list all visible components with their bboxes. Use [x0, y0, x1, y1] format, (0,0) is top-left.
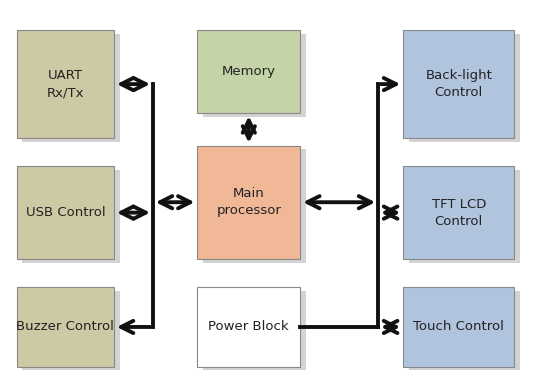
- Text: USB Control: USB Control: [26, 206, 105, 219]
- Bar: [17, 30, 114, 138]
- Bar: [203, 149, 306, 263]
- Bar: [403, 30, 514, 138]
- Bar: [22, 291, 120, 370]
- Text: Back-light
Control: Back-light Control: [425, 69, 492, 99]
- Bar: [22, 170, 120, 263]
- Bar: [197, 287, 300, 367]
- Bar: [203, 291, 306, 370]
- Bar: [197, 146, 300, 259]
- Text: Power Block: Power Block: [208, 321, 289, 333]
- Bar: [409, 170, 520, 263]
- Bar: [17, 287, 114, 367]
- Bar: [203, 34, 306, 117]
- Text: Buzzer Control: Buzzer Control: [16, 321, 115, 333]
- Bar: [409, 291, 520, 370]
- Text: Main
processor: Main processor: [216, 187, 281, 217]
- Bar: [403, 287, 514, 367]
- Bar: [22, 34, 120, 142]
- Text: Memory: Memory: [222, 65, 276, 78]
- Text: Touch Control: Touch Control: [413, 321, 504, 333]
- Bar: [409, 34, 520, 142]
- Bar: [403, 166, 514, 259]
- Bar: [197, 30, 300, 113]
- Text: TFT LCD
Control: TFT LCD Control: [431, 198, 486, 228]
- Bar: [17, 166, 114, 259]
- Text: UART
Rx/Tx: UART Rx/Tx: [47, 69, 84, 99]
